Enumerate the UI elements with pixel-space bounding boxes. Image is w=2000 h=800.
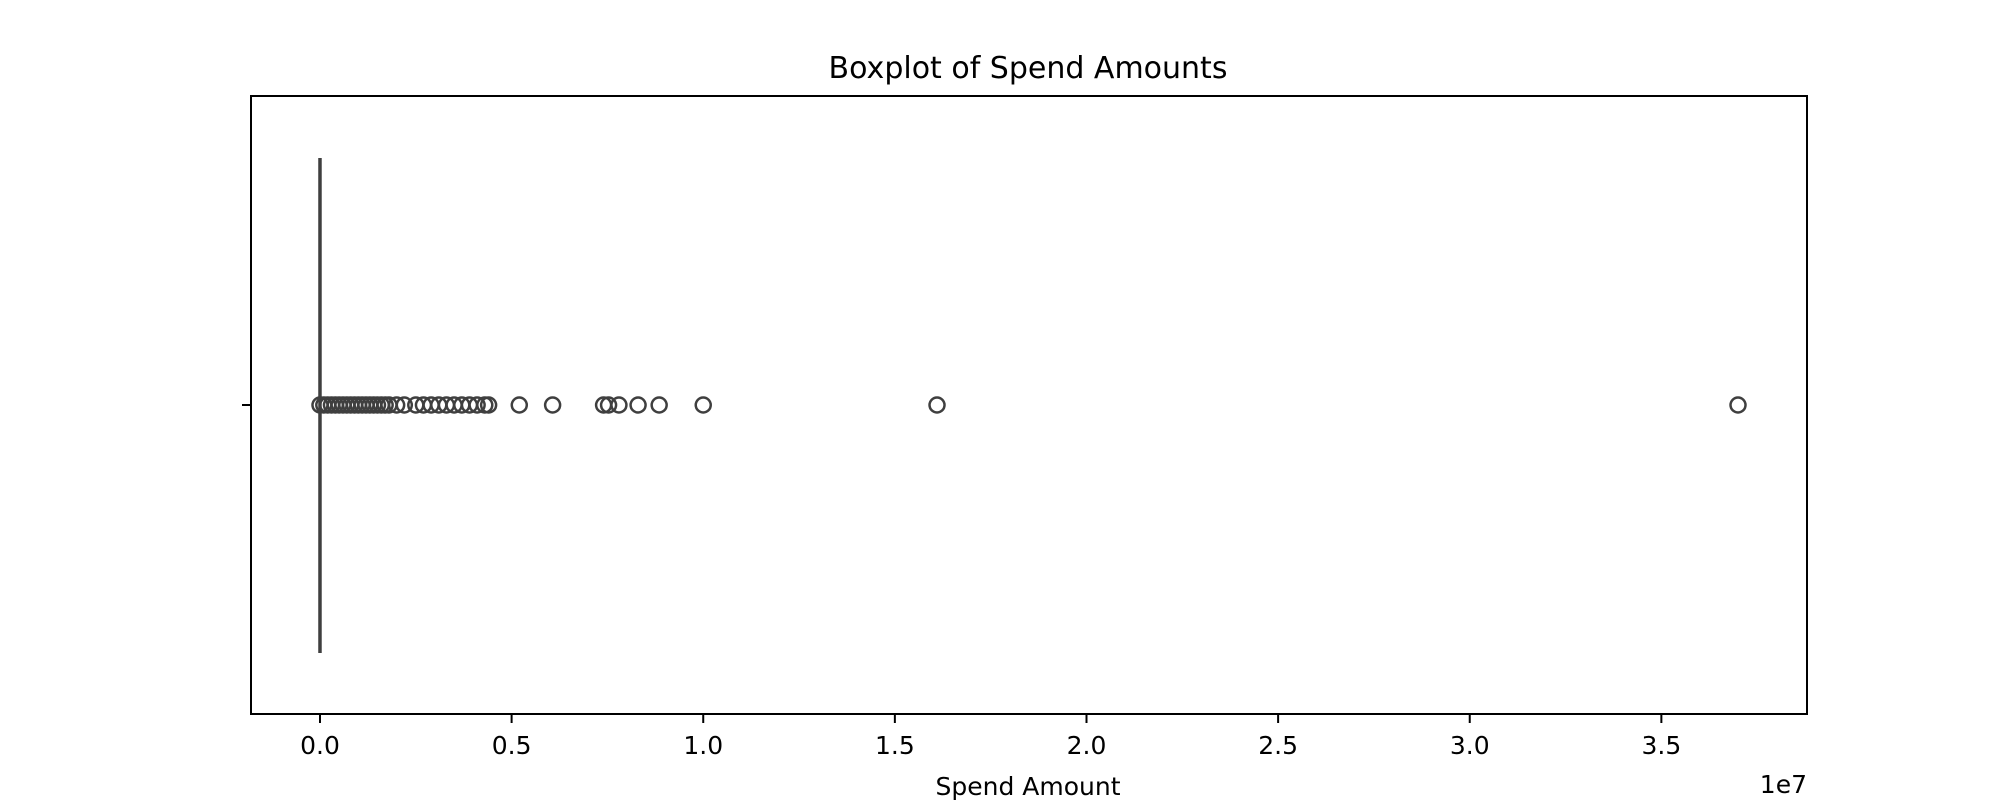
outlier-point	[468, 396, 486, 414]
outlier-point	[694, 396, 712, 414]
outlier-point	[395, 396, 414, 414]
outlier-point	[629, 396, 647, 414]
outlier-point	[387, 396, 406, 414]
outlier-point	[650, 396, 668, 414]
x-tick-label: 3.5	[1641, 731, 1681, 760]
x-tick-label: 2.5	[1258, 731, 1298, 760]
x-tick-label: 0.5	[492, 731, 532, 760]
outlier-point	[610, 396, 628, 414]
x-axis-offset-label: 1e7	[1760, 770, 1807, 799]
x-tick-label: 2.0	[1067, 731, 1107, 760]
chart-title: Boxplot of Spend Amounts	[829, 51, 1228, 86]
outlier-point	[510, 396, 529, 414]
x-axis-ticks: 0.0 0.5 1.0 1.5 2.0 2.5 3.0 3.5	[300, 714, 1681, 760]
x-axis-label: Spend Amount	[935, 772, 1120, 800]
outlier-point	[543, 396, 562, 414]
x-tick-label: 1.0	[683, 731, 723, 760]
x-tick-label: 3.0	[1450, 731, 1490, 760]
x-tick-label: 0.0	[300, 731, 340, 760]
outlier-point	[1729, 396, 1747, 414]
x-tick-label: 1.5	[875, 731, 915, 760]
outlier-point	[928, 396, 946, 414]
outlier-point	[599, 396, 618, 414]
box-group	[311, 158, 1747, 653]
outlier-point	[479, 396, 498, 414]
